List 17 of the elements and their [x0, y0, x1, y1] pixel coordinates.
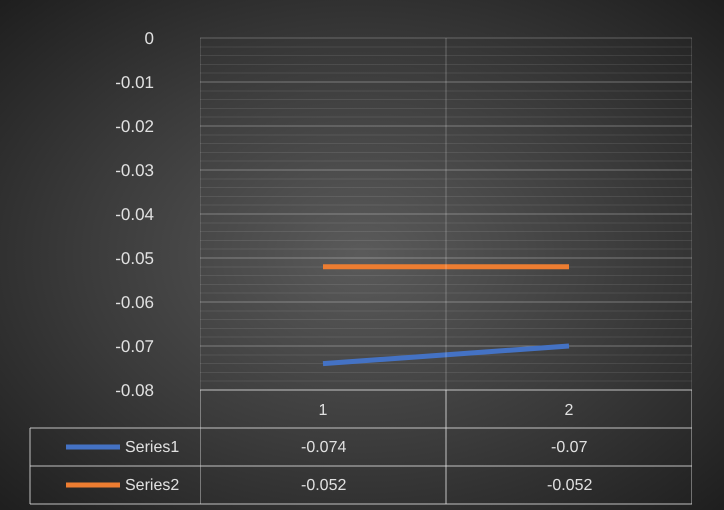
y-tick-label: -0.07	[115, 336, 154, 356]
x-tick-label: 2	[564, 402, 574, 419]
data-label: -0.052	[301, 477, 346, 494]
data-label: -0.074	[301, 439, 346, 456]
y-tick-label: 0	[144, 28, 154, 48]
legend-label: Series1	[125, 439, 180, 456]
y-tick-label: -0.03	[115, 160, 154, 180]
x-tick-label: 1	[318, 402, 328, 419]
data-label: -0.07	[551, 439, 588, 456]
data-label: -0.052	[547, 477, 592, 494]
legend-label: Series2	[125, 477, 180, 494]
y-tick-label: -0.04	[115, 204, 154, 224]
y-tick-label: -0.02	[115, 116, 154, 136]
y-tick-label: -0.08	[115, 380, 154, 400]
y-tick-label: -0.06	[115, 292, 154, 312]
y-tick-label: -0.05	[115, 248, 154, 268]
y-tick-label: -0.01	[115, 72, 154, 92]
